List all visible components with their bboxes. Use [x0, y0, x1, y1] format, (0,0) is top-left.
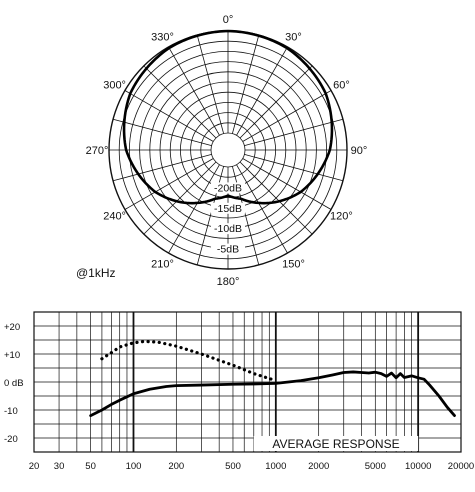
angle-label: 60°: [333, 80, 350, 92]
average-response-label: AVERAGE RESPONSE: [272, 437, 399, 451]
polar-spoke: [242, 90, 332, 142]
response-curve-average: [89, 370, 456, 417]
angle-label: 270°: [86, 145, 109, 157]
polar-spoke: [244, 118, 344, 146]
radial-label-bg: [211, 182, 245, 194]
radial-label: -15dB: [214, 203, 242, 215]
y-tick-label: -10: [4, 406, 18, 417]
annotation-box: [253, 436, 419, 451]
angle-label: 0°: [223, 14, 234, 26]
x-tick-label: 50: [85, 461, 96, 472]
angle-label: 120°: [330, 211, 353, 223]
polar-spoke: [232, 34, 260, 134]
polar-spoke: [112, 154, 212, 182]
polar-pattern-chart: 0° 30° 60° 90° 120° 150° 180° 210° 240° 270° 300° 3…: [76, 14, 367, 288]
angle-label: 30°: [285, 32, 302, 44]
polar-pattern-curve: [122, 29, 334, 205]
angle-label: 240°: [103, 211, 126, 223]
polar-spoke: [196, 34, 224, 134]
polar-spoke: [168, 164, 220, 254]
polar-ring: [210, 132, 246, 168]
angle-label: 150°: [282, 258, 305, 270]
polar-spoke: [143, 65, 217, 139]
polar-spoke: [143, 161, 217, 235]
radial-label: -5dB: [217, 244, 239, 256]
response-curve-proximity: [100, 339, 278, 383]
polar-spoke: [168, 46, 220, 136]
x-tick-label: 500: [225, 461, 241, 472]
radial-label: -20dB: [214, 182, 242, 194]
polar-spoke: [239, 65, 313, 139]
x-tick-label: 2000: [308, 461, 329, 472]
angle-label: 180°: [217, 276, 240, 288]
angle-label: 210°: [151, 258, 174, 270]
x-tick-label: 1000: [265, 461, 286, 472]
radial-label-bg: [211, 202, 245, 214]
polar-spoke: [124, 158, 214, 210]
frequency-response-chart: +20 +10 0 dB -10 -20 20 30 50 100 200 500 1000 2000 5…: [4, 311, 474, 472]
plot-frame: [33, 311, 462, 453]
y-tick-label: +10: [4, 350, 20, 361]
angle-label: 90°: [351, 145, 368, 157]
frequency-annotation: @1kHz: [76, 266, 116, 280]
polar-spoke: [244, 154, 344, 182]
radial-label: -10dB: [214, 223, 242, 235]
y-tick-label: -20: [4, 434, 18, 445]
angle-label: 300°: [103, 80, 126, 92]
angle-label: 330°: [151, 32, 174, 44]
radial-label-bg: [211, 223, 245, 235]
polar-spoke: [124, 90, 214, 142]
polar-spoke: [239, 161, 313, 235]
x-tick-label: 30: [54, 461, 65, 472]
radial-label-bg: [211, 243, 245, 255]
x-tick-label: 20: [29, 461, 40, 472]
polar-spoke: [242, 158, 332, 210]
polar-spoke: [112, 118, 212, 146]
x-tick-label: 200: [168, 461, 184, 472]
x-tick-label: 5000: [365, 461, 386, 472]
y-tick-label: 0 dB: [4, 378, 24, 389]
polar-spoke: [236, 164, 288, 254]
x-tick-label: 20000: [448, 461, 474, 472]
y-tick-label: +20: [4, 322, 20, 333]
polar-spoke: [236, 46, 288, 136]
x-tick-label: 10000: [405, 461, 431, 472]
x-tick-label: 100: [126, 461, 142, 472]
